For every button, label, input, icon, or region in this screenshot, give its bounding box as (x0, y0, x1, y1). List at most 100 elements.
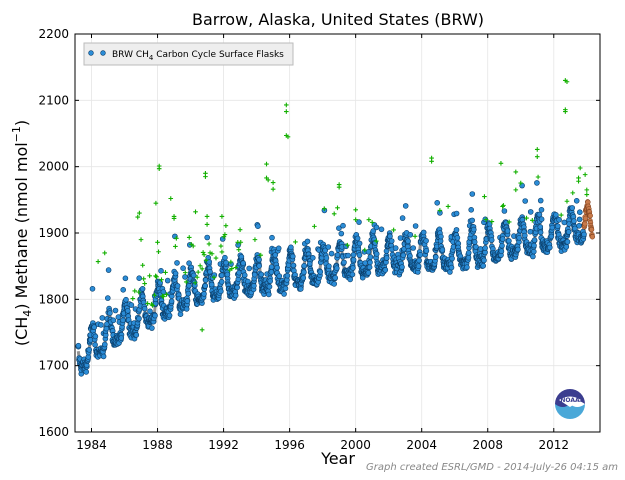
preliminary-points (581, 199, 596, 240)
x-axis: 1984 1988 1992 1996 2000 2004 2008 2012 (76, 34, 569, 452)
flask-point (370, 228, 377, 234)
outlier-point (391, 227, 396, 233)
flask-point (448, 264, 455, 271)
outlier-point (204, 222, 210, 227)
flask-point (201, 291, 207, 297)
flask-point (185, 290, 192, 297)
outlier-point (136, 289, 142, 295)
flask-point (515, 246, 521, 253)
outlier-point (156, 163, 162, 169)
flask-point (328, 250, 335, 257)
flask-point (571, 218, 577, 224)
outlier-point (331, 211, 337, 217)
flask-point (373, 251, 380, 257)
flask-point (105, 267, 112, 273)
flask-point (469, 217, 476, 224)
outlier-point (156, 249, 161, 255)
flask-point (397, 235, 404, 241)
y-tick-label: 2100 (38, 93, 69, 107)
flask-point (265, 291, 272, 298)
flask-point (100, 353, 107, 360)
flask-point (537, 224, 544, 230)
flask-point (536, 211, 543, 218)
outlier-point (584, 187, 590, 193)
flask-point (531, 237, 538, 243)
outlier-point (353, 207, 358, 213)
flask-point (256, 263, 263, 269)
outlier-point (135, 214, 141, 220)
flask-point (561, 219, 568, 226)
flask-point (164, 277, 171, 284)
flask-point (350, 265, 356, 271)
y-axis-title-sup: −1 (10, 126, 23, 142)
outlier-point (369, 220, 375, 225)
outlier-point (437, 208, 443, 213)
flask-point (241, 272, 248, 279)
flask-point (333, 265, 340, 272)
flask-point (350, 256, 357, 263)
flask-point (180, 265, 186, 272)
flask-point (255, 223, 261, 229)
outlier-point (284, 102, 289, 108)
outlier-point (171, 214, 177, 219)
y-axis-title-prefix: (CH (12, 317, 31, 346)
outlier-point (138, 237, 144, 242)
outlier-point (233, 265, 239, 270)
flask-point (378, 226, 385, 233)
outlier-point (270, 180, 276, 185)
flask-point (553, 212, 559, 218)
flask-point (275, 245, 282, 252)
flask-point (174, 260, 180, 266)
flask-point (423, 248, 430, 254)
flask-point (301, 269, 307, 276)
flask-point (454, 235, 461, 241)
outlier-point (264, 161, 269, 167)
flask-point (340, 222, 346, 229)
outlier-point (142, 281, 147, 286)
outlier-point (159, 277, 164, 282)
outlier-point (222, 232, 228, 237)
flask-point (417, 252, 424, 258)
outlier-point (584, 192, 590, 197)
flask-point (399, 264, 405, 270)
flask-point (269, 234, 275, 241)
outlier-point (203, 258, 209, 263)
flask-point (288, 244, 294, 251)
outlier-point (197, 263, 203, 269)
outlier-point (530, 218, 535, 223)
flask-point (392, 245, 399, 251)
flask-point (349, 271, 356, 278)
legend: BRW CH4 Carbon Cycle Surface Flasks (83, 42, 294, 66)
flask-point (174, 283, 181, 289)
flask-point (276, 273, 283, 279)
flask-point (306, 260, 313, 267)
flask-point (218, 288, 224, 295)
legend-marker (100, 50, 106, 56)
flask-point (125, 307, 131, 314)
flask-point (190, 272, 197, 279)
flask-point (501, 208, 508, 214)
outlier-point (229, 266, 235, 271)
flask-point (345, 252, 351, 259)
flask-point (480, 262, 487, 269)
outlier-points (95, 78, 590, 333)
x-tick-label: 2004 (406, 438, 437, 452)
flask-point (166, 312, 173, 319)
flask-point (420, 229, 427, 236)
flask-point (468, 207, 475, 213)
outlier-point (524, 215, 529, 221)
outlier-point (284, 109, 289, 114)
outlier-point (201, 252, 207, 257)
flask-point (297, 286, 304, 292)
flask-point (470, 226, 477, 233)
outlier-point (190, 243, 196, 249)
flask-point (149, 325, 155, 331)
flask-point (506, 238, 512, 244)
legend-label: BRW CH4 Carbon Cycle Surface Flasks (112, 50, 284, 62)
outlier-point (137, 210, 142, 216)
flask-point (356, 252, 363, 258)
flask-point (415, 263, 422, 270)
flask-point (482, 245, 488, 251)
flask-point (477, 246, 484, 252)
outlier-point (130, 296, 136, 301)
